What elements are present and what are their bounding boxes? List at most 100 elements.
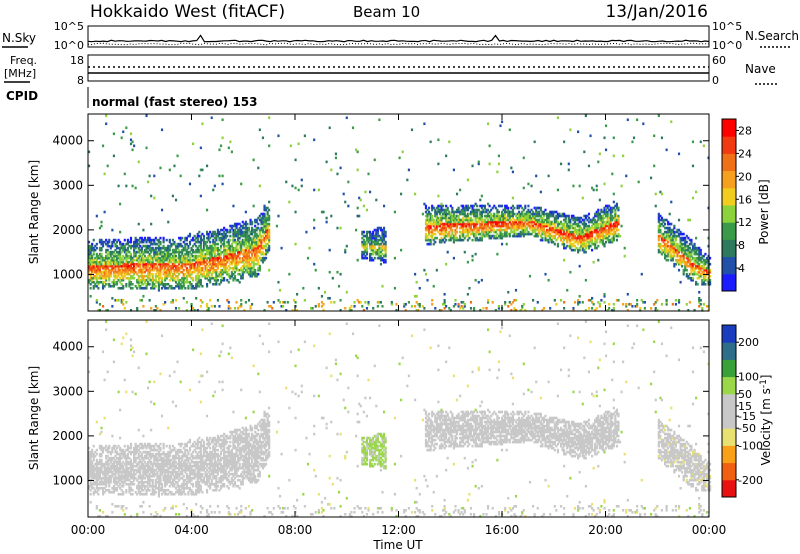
power-cell (583, 244, 586, 248)
power-cell (140, 248, 143, 252)
velocity-cell (92, 444, 95, 448)
power-cell (229, 244, 232, 248)
power-cell (201, 266, 204, 270)
velocity-cell (98, 454, 102, 458)
power-cell (465, 226, 468, 230)
power-cell (578, 300, 581, 304)
power-cell (657, 236, 660, 240)
power-cell (522, 224, 525, 228)
power-cell (311, 306, 314, 310)
power-cell (681, 246, 684, 250)
power-cell (463, 222, 466, 226)
power-cell (451, 206, 454, 210)
power-cell (542, 226, 546, 230)
power-cell (709, 262, 712, 266)
power-cell (98, 256, 102, 260)
power-cell (671, 256, 674, 260)
power-cell (438, 240, 442, 244)
power-cell (258, 266, 261, 270)
power-cell (174, 250, 178, 254)
power-cell (139, 248, 142, 252)
power-cell (657, 218, 660, 222)
power-cell (471, 218, 474, 222)
power-cell (224, 256, 227, 260)
power-cell (578, 264, 581, 268)
power-cell (243, 308, 246, 312)
power-cell (254, 270, 257, 274)
power-cell (162, 246, 165, 250)
power-cell (491, 300, 494, 304)
power-cell (131, 268, 134, 272)
power-cell (468, 230, 471, 234)
velocity-cell (89, 470, 92, 474)
nsky-tick-top: 10^5 (54, 20, 84, 33)
power-cell (460, 218, 463, 222)
power-cell (452, 240, 455, 244)
power-cell (598, 240, 601, 244)
power-cell (494, 230, 497, 234)
power-cell (237, 238, 240, 242)
power-cell (504, 218, 507, 222)
power-cell (238, 252, 241, 256)
power-cell (133, 242, 136, 246)
power-cell (677, 298, 681, 302)
power-cell (91, 268, 94, 272)
power-cell (370, 244, 373, 248)
power-cell (679, 248, 682, 252)
power-cell (243, 238, 246, 242)
power-cell (522, 186, 525, 190)
power-cell (676, 254, 679, 258)
power-cell (237, 234, 240, 238)
power-cell (553, 242, 556, 246)
power-cell (702, 270, 705, 274)
power-cell (480, 212, 483, 216)
power-cell (656, 298, 659, 302)
power-cell (603, 228, 606, 232)
power-cell (539, 214, 542, 218)
power-cell (252, 244, 255, 248)
power-cell (201, 254, 204, 258)
power-cell (133, 268, 136, 272)
power-cell (688, 246, 691, 250)
power-cell (542, 214, 546, 218)
power-cell (547, 216, 550, 220)
power-cell (609, 206, 612, 210)
power-cell (369, 242, 372, 246)
power-cell (449, 218, 452, 222)
power-cell (252, 234, 255, 238)
power-cell (246, 240, 249, 244)
power-cell (561, 212, 564, 216)
power-cell (88, 150, 91, 154)
power-cell (682, 248, 685, 252)
power-cell (527, 224, 530, 228)
power-cell (671, 236, 674, 240)
power-cell (156, 238, 159, 242)
power-cell (198, 284, 201, 288)
power-cell (691, 246, 695, 250)
power-cell (232, 260, 235, 264)
power-cell (120, 278, 123, 282)
power-cell (266, 214, 269, 218)
power-cell (114, 248, 117, 252)
power-cell (415, 308, 418, 312)
power-cell (427, 226, 431, 230)
power-cell (224, 244, 227, 248)
power-cell (201, 250, 204, 254)
power-cell (216, 278, 220, 282)
power-cell (673, 226, 676, 230)
power-cell (587, 240, 591, 244)
power-cell (668, 212, 671, 216)
power-cell (198, 282, 201, 286)
power-cell (542, 220, 546, 224)
power-cell (521, 224, 524, 228)
power-cell (578, 218, 581, 222)
power-cell (586, 238, 589, 242)
power-cell (615, 238, 619, 242)
power-cell (303, 298, 306, 302)
power-cell (105, 278, 108, 282)
power-cell (465, 228, 468, 232)
power-cell (372, 246, 375, 250)
power-cell (154, 274, 157, 278)
power-cell (539, 206, 542, 210)
power-cell (598, 152, 601, 156)
